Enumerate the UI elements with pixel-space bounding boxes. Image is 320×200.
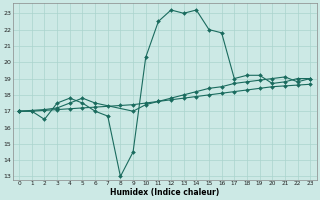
X-axis label: Humidex (Indice chaleur): Humidex (Indice chaleur) — [110, 188, 219, 197]
